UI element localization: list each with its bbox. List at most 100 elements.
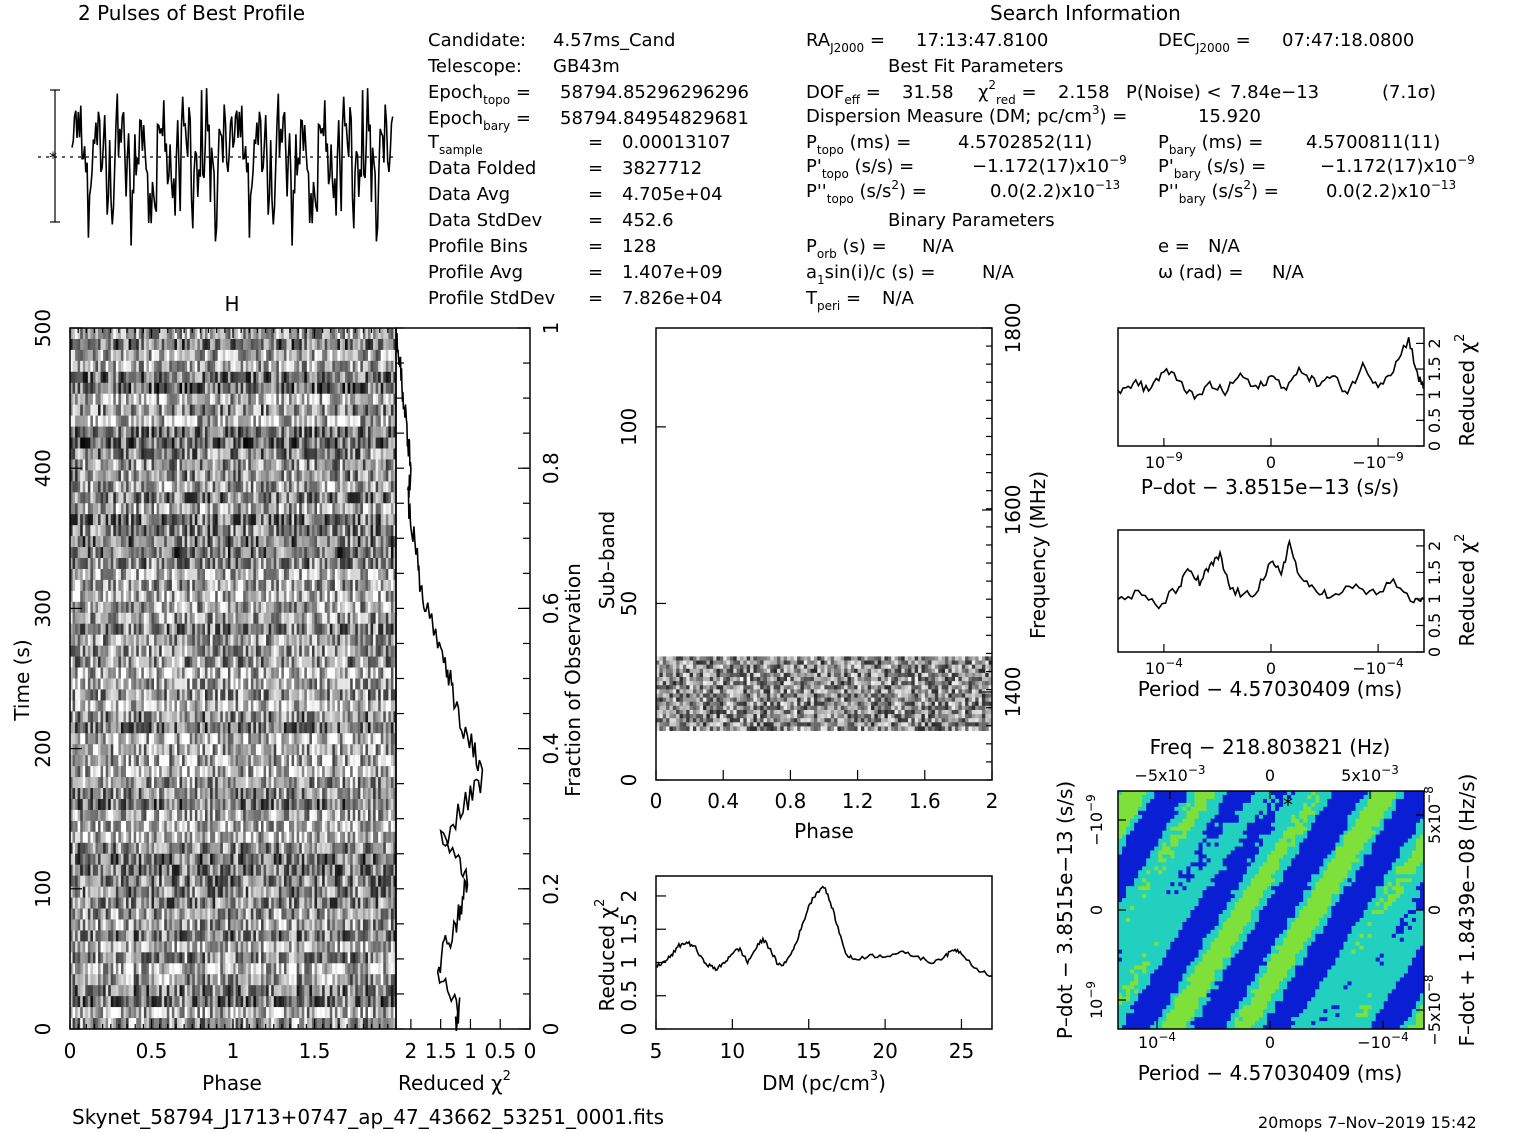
heat-cell (343, 427, 346, 438)
heat-cell (174, 635, 177, 646)
heat-cell (386, 383, 389, 394)
heat-cell (251, 679, 254, 690)
heat-cell (381, 350, 384, 361)
heat-cell (187, 328, 190, 339)
heat-cell (261, 438, 264, 449)
heat-cell (332, 416, 335, 427)
heat-cell (340, 700, 343, 711)
heat-cell (152, 350, 155, 361)
heat-cell (294, 427, 297, 438)
heat-cell (353, 383, 356, 394)
label-ra: RAJ2000 = (806, 30, 885, 55)
heat-cell (185, 328, 188, 339)
heat-cell (126, 470, 129, 481)
heat-cell (264, 591, 267, 602)
heat-cell (230, 591, 233, 602)
heat-cell (368, 668, 371, 679)
heat-cell (264, 722, 267, 733)
heat-cell (93, 722, 96, 733)
heat-cell (164, 635, 167, 646)
heat-cell (101, 624, 104, 635)
heat-cell (284, 700, 287, 711)
heat-cell (365, 481, 368, 492)
heat-cell (141, 591, 144, 602)
heat-cell (172, 668, 175, 679)
heat-cell (266, 722, 269, 733)
heat-cell (208, 547, 211, 558)
heat-cell (307, 383, 310, 394)
heat-cell (325, 700, 328, 711)
heat-cell (202, 427, 205, 438)
heat-cell (350, 657, 353, 668)
heat-cell (75, 448, 78, 459)
heat-cell (330, 405, 333, 416)
heat-cell (228, 438, 231, 449)
heat-cell (294, 328, 297, 339)
heat-cell (251, 438, 254, 449)
heat-cell (215, 503, 218, 514)
heat-cell (146, 547, 149, 558)
heat-cell (286, 733, 289, 744)
heat-cell (195, 416, 198, 427)
heat-cell (350, 668, 353, 679)
heat-cell (144, 711, 147, 722)
heat-cell (353, 668, 356, 679)
heat-cell (182, 514, 185, 525)
heat-cell (258, 657, 261, 668)
heat-cell (121, 536, 124, 547)
heat-cell (162, 722, 165, 733)
heat-cell (200, 427, 203, 438)
heat-cell (279, 503, 282, 514)
heat-cell (139, 547, 142, 558)
heat-cell (383, 657, 386, 668)
heat-cell (108, 503, 111, 514)
heat-cell (85, 558, 88, 569)
heat-cell (75, 613, 78, 624)
heat-cell (376, 613, 379, 624)
heat-cell (258, 427, 261, 438)
heat-cell (289, 536, 292, 547)
heat-cell (345, 602, 348, 613)
heat-cell (284, 657, 287, 668)
heat-cell (101, 427, 104, 438)
heat-cell (391, 722, 394, 733)
heat-cell (215, 438, 218, 449)
heat-cell (276, 350, 279, 361)
heat-cell (327, 558, 330, 569)
heat-cell (195, 405, 198, 416)
heat-cell (197, 558, 200, 569)
heat-cell (230, 722, 233, 733)
heat-cell (146, 350, 149, 361)
heat-cell (195, 602, 198, 613)
heat-cell (225, 503, 228, 514)
heat-cell (225, 602, 228, 613)
heat-cell (90, 613, 93, 624)
heat-cell (251, 733, 254, 744)
heat-cell (355, 492, 358, 503)
heat-cell (144, 700, 147, 711)
heat-cell (317, 525, 320, 536)
heat-cell (98, 470, 101, 481)
heat-cell (358, 416, 361, 427)
heat-cell (264, 668, 267, 679)
heat-cell (169, 536, 172, 547)
heat-cell (162, 580, 165, 591)
heat-cell (157, 580, 160, 591)
heat-cell (388, 646, 391, 657)
heat-cell (225, 679, 228, 690)
heat-cell (302, 525, 305, 536)
heat-cell (264, 525, 267, 536)
heat-cell (129, 492, 132, 503)
heat-cell (368, 448, 371, 459)
heat-cell (391, 558, 394, 569)
heat-cell (276, 700, 279, 711)
heat-cell (264, 394, 267, 405)
heat-cell (78, 635, 81, 646)
heat-cell (121, 459, 124, 470)
heat-cell (381, 547, 384, 558)
heat-cell (90, 438, 93, 449)
heat-cell (200, 689, 203, 700)
heat-cell (317, 350, 320, 361)
heat-cell (228, 394, 231, 405)
heat-cell (228, 547, 231, 558)
